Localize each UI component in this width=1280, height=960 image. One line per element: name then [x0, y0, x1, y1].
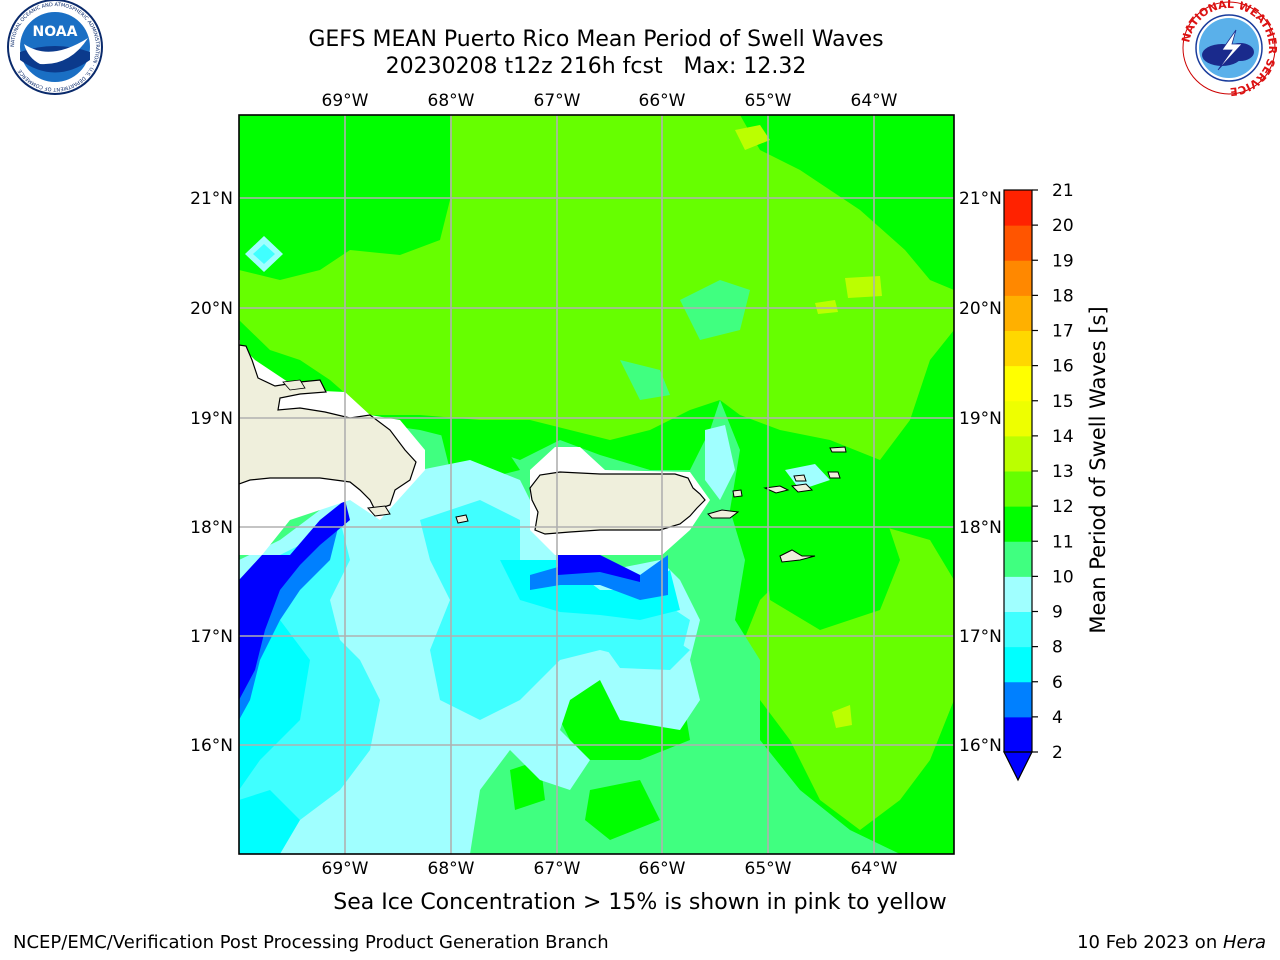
colorbar-tick-label: 6	[1052, 673, 1063, 693]
colorbar-label: Mean Period of Swell Waves [s]	[1086, 306, 1110, 633]
lon-tick-top: 68°W	[428, 91, 475, 111]
colorbar-swatch	[1004, 401, 1032, 437]
colorbar-tick-label: 18	[1052, 286, 1074, 306]
noaa-logo: NOAA NATIONAL OCEANIC AND ATMOSPHERIC AD…	[8, 0, 102, 94]
lat-tick-right: 17°N	[959, 627, 1002, 647]
colorbar-tick-label: 12	[1052, 497, 1074, 517]
colorbar-extend-arrow	[1004, 752, 1032, 780]
colorbar-swatch	[1004, 471, 1032, 507]
footer-host: Hera	[1223, 932, 1266, 953]
colorbar: 2 4 6 8 9 10 11 12 13 14 15 16 17 18 19 20 21	[1004, 181, 1074, 780]
footer-credit: NCEP/EMC/Verification Post Processing Pr…	[13, 932, 609, 953]
lat-tick-right: 16°N	[959, 736, 1002, 756]
lon-tick-bottom: 64°W	[851, 859, 898, 879]
colorbar-swatch	[1004, 541, 1032, 577]
colorbar-tick-label: 4	[1052, 708, 1063, 728]
lon-tick-top: 69°W	[322, 91, 369, 111]
lon-labels-top: 69°W 68°W 67°W 66°W 65°W 64°W	[322, 91, 898, 111]
colorbar-tick-label: 21	[1052, 181, 1074, 201]
sea-ice-caption: Sea Ice Concentration > 15% is shown in …	[240, 890, 1040, 915]
colorbar-tick-label: 14	[1052, 427, 1074, 447]
lat-tick-right: 18°N	[959, 518, 1002, 538]
colorbar-tick-label: 9	[1052, 603, 1063, 623]
colorbar-swatch	[1004, 260, 1032, 296]
lon-tick-bottom: 68°W	[428, 859, 475, 879]
lon-tick-bottom: 66°W	[639, 859, 686, 879]
colorbar-swatch	[1004, 612, 1032, 648]
colorbar-swatch	[1004, 190, 1032, 226]
colorbar-swatch	[1004, 331, 1032, 367]
footer-date: 10 Feb 2023 on Hera	[1077, 932, 1266, 953]
colorbar-swatch	[1004, 506, 1032, 542]
lon-tick-bottom: 69°W	[322, 859, 369, 879]
colorbar-swatch	[1004, 225, 1032, 261]
colorbar-swatch	[1004, 682, 1032, 718]
lon-tick-bottom: 67°W	[534, 859, 581, 879]
lat-tick-right: 20°N	[959, 299, 1002, 319]
footer-date-text: 10 Feb 2023 on	[1077, 932, 1223, 953]
colorbar-tick-label: 20	[1052, 216, 1074, 236]
lat-tick-left: 21°N	[190, 189, 233, 209]
lat-tick-left: 16°N	[190, 736, 233, 756]
colorbar-tick-label: 8	[1052, 638, 1063, 658]
lon-tick-top: 64°W	[851, 91, 898, 111]
lon-labels-bottom: 69°W 68°W 67°W 66°W 65°W 64°W	[322, 859, 898, 879]
colorbar-tick-label: 13	[1052, 462, 1074, 482]
lat-tick-left: 20°N	[190, 299, 233, 319]
colorbar-tick-label: 11	[1052, 532, 1074, 552]
colorbar-swatch	[1004, 436, 1032, 472]
lat-tick-right: 21°N	[959, 189, 1002, 209]
lat-tick-left: 17°N	[190, 627, 233, 647]
lon-tick-top: 65°W	[745, 91, 792, 111]
lat-labels-left: 21°N 20°N 19°N 18°N 17°N 16°N	[190, 189, 233, 756]
noaa-logo-text: NOAA	[33, 24, 78, 40]
colorbar-swatch	[1004, 647, 1032, 683]
colorbar-tick-label: 2	[1052, 743, 1063, 763]
lat-tick-right: 19°N	[959, 409, 1002, 429]
colorbar-tick-label: 10	[1052, 567, 1074, 587]
lon-tick-top: 66°W	[639, 91, 686, 111]
colorbar-swatch	[1004, 717, 1032, 753]
nws-logo: NATIONAL WEATHER SERVICE	[1179, 0, 1279, 98]
colorbar-swatch	[1004, 295, 1032, 331]
colorbar-tick-label: 19	[1052, 251, 1074, 271]
swell-period-field	[239, 115, 954, 854]
colorbar-swatch	[1004, 366, 1032, 402]
colorbar-tick-label: 15	[1052, 392, 1074, 412]
colorbar-tick-label: 17	[1052, 322, 1074, 342]
lon-tick-top: 67°W	[534, 91, 581, 111]
colorbar-swatch	[1004, 576, 1032, 612]
lon-tick-bottom: 65°W	[745, 859, 792, 879]
colorbar-tick-label: 16	[1052, 357, 1074, 377]
lat-labels-right: 21°N 20°N 19°N 18°N 17°N 16°N	[959, 189, 1002, 756]
lat-tick-left: 19°N	[190, 409, 233, 429]
lat-tick-left: 18°N	[190, 518, 233, 538]
